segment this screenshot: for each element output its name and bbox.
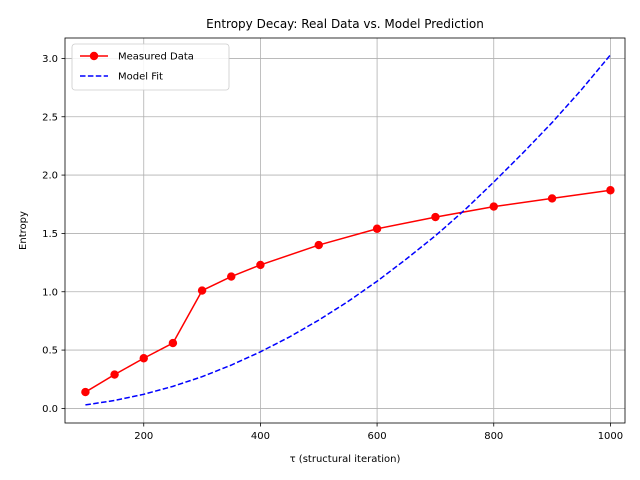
y-tick-label: 3.0 bbox=[42, 54, 58, 65]
data-point bbox=[489, 202, 498, 211]
data-point bbox=[197, 286, 207, 295]
legend-label-1: Measured Data bbox=[118, 52, 194, 63]
data-point bbox=[81, 387, 90, 397]
x-tick-label: 600 bbox=[368, 431, 387, 442]
y-tick-label: 0.5 bbox=[42, 346, 58, 357]
data-point bbox=[431, 212, 440, 222]
legend: Measured Data Model Fit bbox=[71, 43, 230, 91]
data-point bbox=[372, 224, 382, 233]
y-axis-label: Entropy bbox=[18, 211, 29, 250]
legend-marker bbox=[89, 51, 99, 61]
data-point bbox=[606, 186, 615, 195]
axis-ticks: 200 400 600 800 1000 0.0 0.5 1.0 1.5 2.0 2.5 3.0 bbox=[42, 54, 623, 442]
y-tick-label: 1.5 bbox=[42, 229, 58, 240]
data-point bbox=[256, 260, 265, 270]
y-tick-label: 2.5 bbox=[42, 112, 58, 123]
legend-box bbox=[71, 43, 230, 91]
data-point bbox=[314, 240, 323, 250]
data-point bbox=[227, 272, 236, 281]
y-tick-label: 1.0 bbox=[42, 287, 58, 298]
series-line-2 bbox=[85, 54, 611, 406]
y-tick-label: 0.0 bbox=[42, 404, 58, 415]
plot-frame bbox=[64, 37, 626, 424]
data-point bbox=[139, 354, 148, 363]
data-point bbox=[168, 338, 178, 348]
x-tick-label: 1000 bbox=[598, 431, 623, 442]
x-axis-label: τ (structural iteration) bbox=[290, 454, 401, 465]
legend-label-2: Model Fit bbox=[118, 72, 163, 83]
plot-series bbox=[81, 54, 615, 406]
data-point bbox=[110, 370, 119, 379]
y-tick-label: 2.0 bbox=[42, 171, 58, 182]
x-tick-label: 800 bbox=[484, 431, 503, 442]
x-tick-label: 200 bbox=[134, 431, 153, 442]
chart-title: Entropy Decay: Real Data vs. Model Predi… bbox=[206, 17, 484, 31]
x-tick-label: 400 bbox=[251, 431, 270, 442]
data-point bbox=[547, 194, 557, 203]
